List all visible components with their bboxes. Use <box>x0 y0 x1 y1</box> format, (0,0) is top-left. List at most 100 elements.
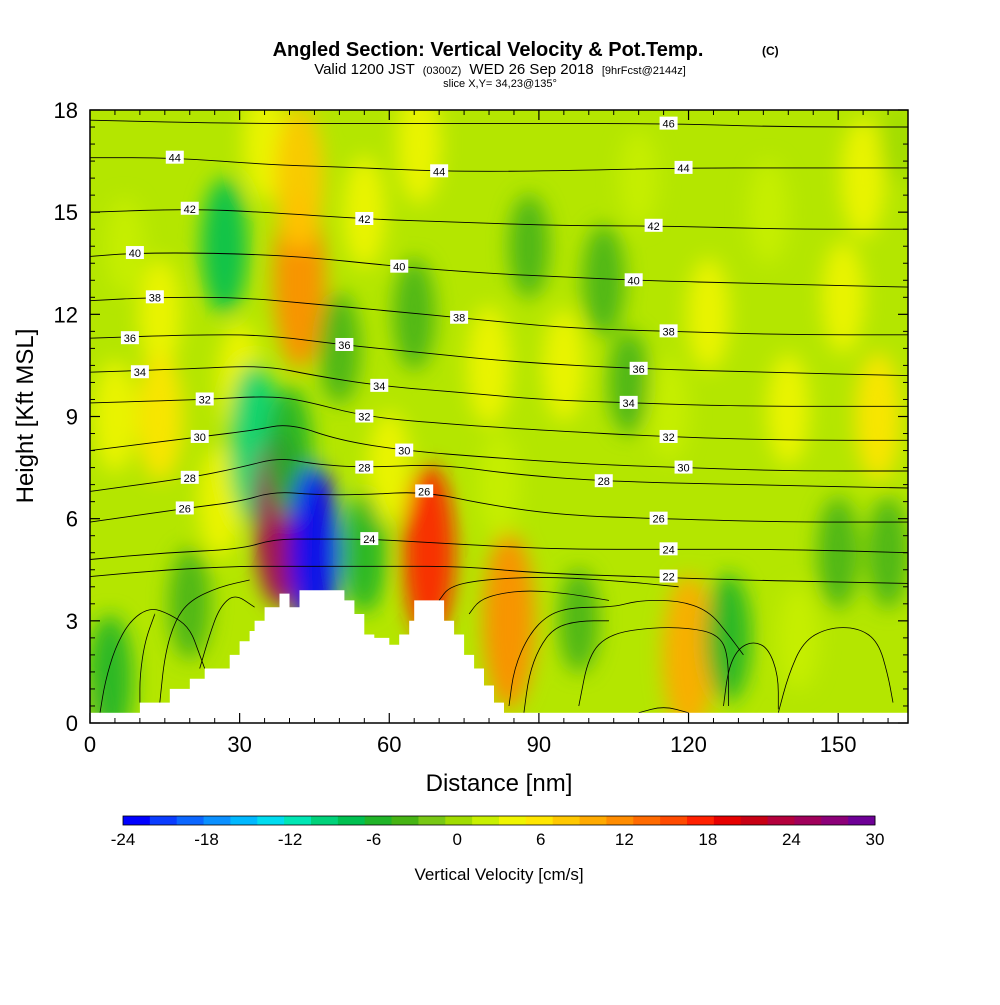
contour-label: 26 <box>418 486 430 498</box>
contour-label-bg <box>619 395 638 409</box>
colorbar-segment <box>472 816 500 825</box>
contour-label-bg <box>355 211 374 225</box>
chart-header: Angled Section: Vertical Velocity & Pot.… <box>273 39 779 90</box>
valid-date: WED 26 Sep 2018 <box>469 61 593 78</box>
velocity-cell <box>93 360 137 473</box>
velocity-cell <box>866 496 908 609</box>
contour-label: 32 <box>358 412 370 424</box>
x-tick-label: 120 <box>670 732 707 757</box>
x-tick-label: 0 <box>84 732 96 757</box>
slice-info: slice X,Y= 34,23@135° <box>443 78 557 90</box>
contour-line-34 <box>90 366 908 407</box>
colorbar-segment <box>660 816 688 825</box>
y-tick-label: 6 <box>66 507 78 532</box>
low-level-contour <box>723 642 779 710</box>
contour-line-32 <box>90 396 908 441</box>
low-level-contour <box>578 627 729 707</box>
contour-label: 42 <box>647 221 659 233</box>
contour-label: 28 <box>184 473 196 485</box>
y-tick-label: 18 <box>54 98 78 123</box>
low-level-contour <box>777 627 894 713</box>
contour-label: 40 <box>628 275 640 287</box>
contour-label: 38 <box>453 313 465 325</box>
contour-label-bg <box>659 569 678 583</box>
velocity-cell <box>482 532 535 709</box>
velocity-cell <box>138 258 182 371</box>
contour-line-46 <box>90 119 908 128</box>
contour-label: 22 <box>662 572 674 584</box>
y-tick-label: 0 <box>66 711 78 736</box>
contour-line-30 <box>90 425 908 472</box>
colorbar-segment <box>311 816 339 825</box>
colorbar-segment <box>606 816 634 825</box>
contour-line-40 <box>90 252 908 288</box>
contour-line-36 <box>90 334 908 377</box>
colorbar-segment <box>257 816 285 825</box>
contour-label-bg <box>624 273 643 287</box>
velocity-cell <box>582 224 625 337</box>
contour-label-bg <box>674 460 693 474</box>
low-level-contour <box>438 577 679 601</box>
velocity-cell <box>368 411 411 524</box>
velocity-cell <box>90 614 133 723</box>
colorbar-segment <box>230 816 258 825</box>
velocity-cell <box>841 118 886 239</box>
velocity-cell <box>508 194 550 299</box>
velocity-cell <box>105 198 145 295</box>
colorbar-tick-label: 18 <box>698 830 717 849</box>
contour-label: 44 <box>169 153 181 165</box>
colorbar-tick-label: 30 <box>866 830 885 849</box>
colorbar-tick-label: 12 <box>615 830 634 849</box>
y-tick-label: 3 <box>66 609 78 634</box>
contour-label-bg <box>130 365 149 379</box>
colorbar-segment <box>552 816 581 825</box>
x-tick-label: 60 <box>377 732 401 757</box>
colorbar-segment <box>713 816 742 825</box>
terrain-mask <box>90 590 908 723</box>
contour-label: 24 <box>662 544 674 556</box>
contour-label-bg <box>450 310 469 324</box>
contour-line-42 <box>90 209 908 230</box>
contour-label: 42 <box>358 214 370 226</box>
contour-line-28 <box>90 458 908 492</box>
terrain <box>90 590 908 723</box>
contour-label: 34 <box>373 381 385 393</box>
contour-label-bg <box>360 532 379 546</box>
y-tick-label: 15 <box>54 200 78 225</box>
velocity-cell <box>608 330 650 435</box>
contour-label-bg <box>355 460 374 474</box>
low-level-contour <box>159 579 250 703</box>
contour-label: 46 <box>662 119 674 131</box>
velocity-cell <box>855 352 901 481</box>
contour-label: 24 <box>363 534 375 546</box>
contour-label: 32 <box>199 394 211 406</box>
contour-label-bg <box>190 429 209 443</box>
contour-label-bg <box>659 429 678 443</box>
colorbar-segment <box>821 816 849 825</box>
contour-label-bg <box>390 259 409 273</box>
valid-utc: (0300Z) <box>423 65 462 77</box>
velocity-cell <box>687 258 730 371</box>
contour-label-bg <box>125 246 144 260</box>
contour-line-24 <box>90 538 908 560</box>
y-tick-label: 9 <box>66 405 78 430</box>
velocity-cell <box>767 353 810 466</box>
contour-label: 40 <box>129 248 141 260</box>
contour-label-bg <box>430 164 449 178</box>
colorbar-segment <box>123 816 151 825</box>
contour-label-bg <box>180 201 199 215</box>
contour-line-44 <box>90 157 908 172</box>
chart-valid-line: Valid 1200 JST (0300Z) WED 26 Sep 2018 [… <box>314 61 686 78</box>
contour-label: 40 <box>393 262 405 274</box>
velocity-cell <box>201 178 249 315</box>
colorbar-segment <box>149 816 178 825</box>
velocity-cell <box>168 547 211 660</box>
velocity-cell <box>275 110 324 251</box>
contour-label-bg <box>644 218 663 232</box>
contour-label: 36 <box>633 364 645 376</box>
x-axis-label: Distance [nm] <box>426 770 573 797</box>
velocity-cell <box>478 432 520 537</box>
velocity-cell <box>816 496 860 609</box>
colorbar-tick-label: -24 <box>111 830 136 849</box>
